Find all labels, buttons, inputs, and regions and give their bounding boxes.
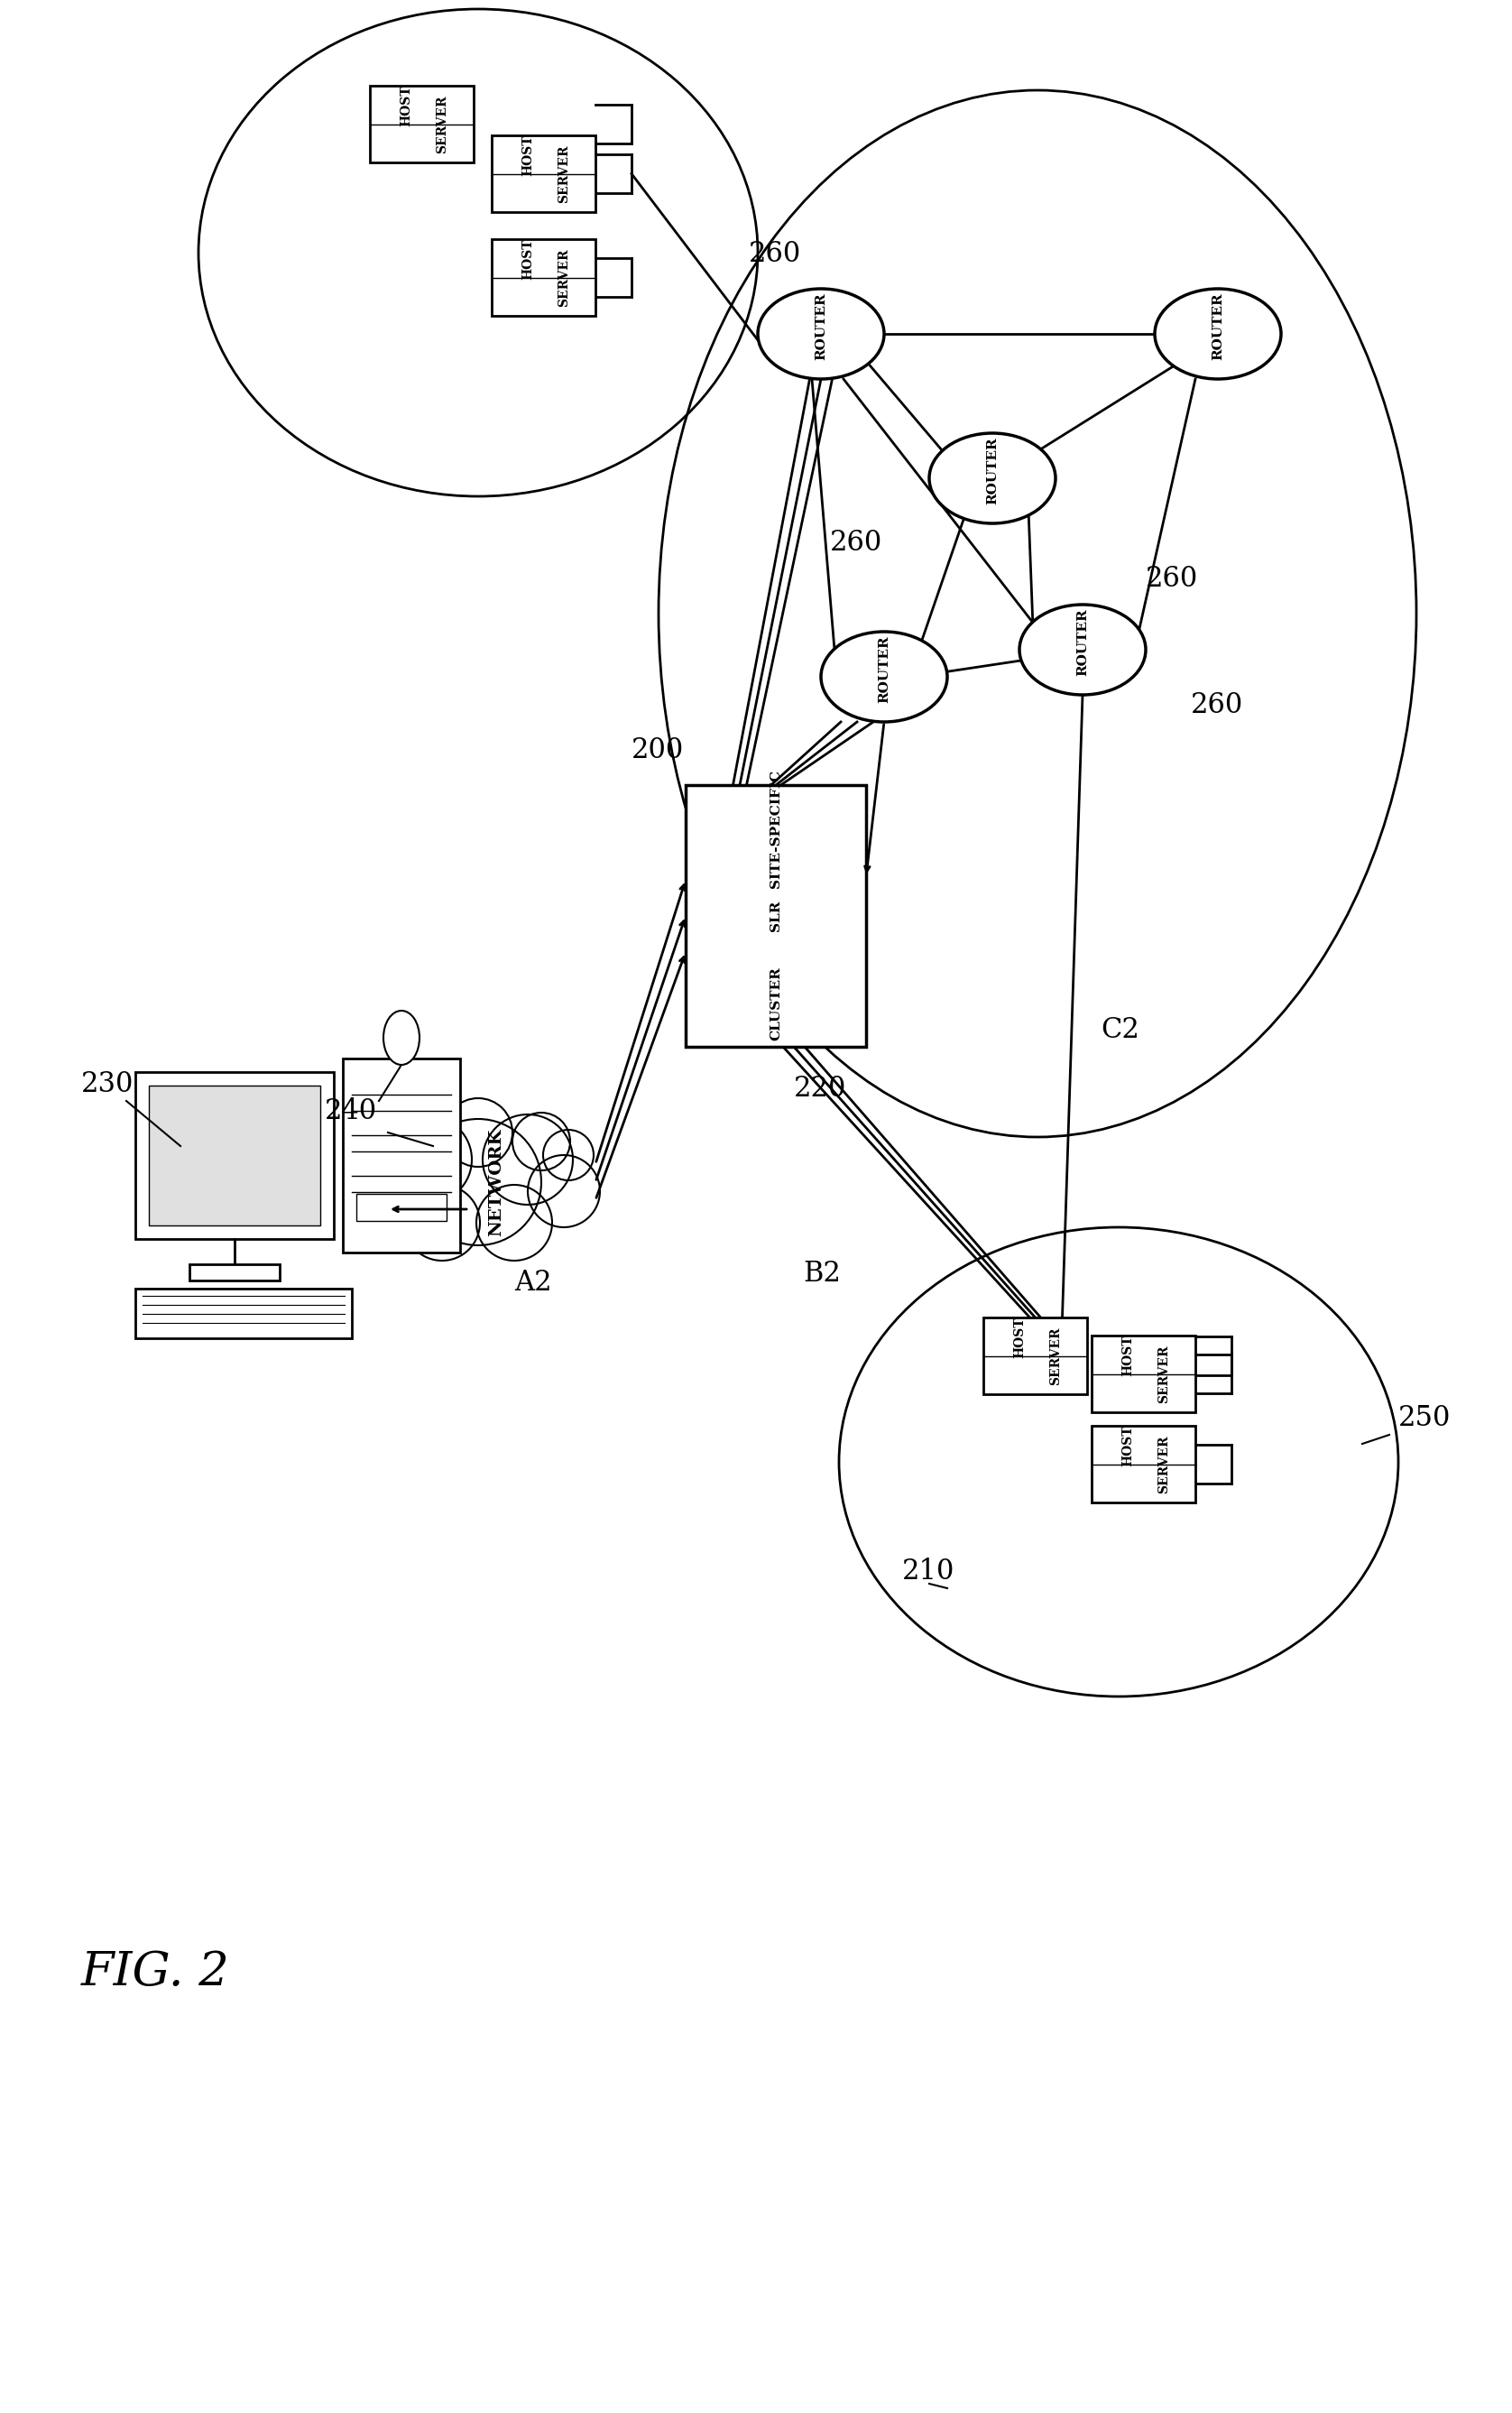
Text: 260: 260 — [748, 239, 801, 268]
Bar — [983, 1317, 1087, 1395]
Circle shape — [476, 1185, 552, 1260]
Text: A2: A2 — [514, 1269, 552, 1296]
Text: CLUSTER: CLUSTER — [770, 965, 782, 1040]
Bar — [135, 1071, 334, 1238]
Text: HOST: HOST — [522, 135, 534, 176]
Text: 210: 210 — [903, 1556, 954, 1585]
Circle shape — [361, 1151, 432, 1223]
Text: SERVER: SERVER — [435, 94, 449, 152]
Circle shape — [414, 1120, 541, 1245]
Text: SERVER: SERVER — [558, 249, 570, 306]
Bar — [491, 135, 596, 212]
Circle shape — [404, 1185, 479, 1260]
Text: FIG. 2: FIG. 2 — [82, 1950, 230, 1996]
Text: HOST: HOST — [522, 239, 534, 280]
Bar — [370, 87, 473, 162]
Ellipse shape — [1155, 290, 1281, 379]
Circle shape — [363, 1124, 413, 1175]
Bar — [189, 1264, 280, 1281]
Text: NETWORK: NETWORK — [488, 1129, 505, 1235]
Bar — [148, 1086, 321, 1226]
Text: 240: 240 — [325, 1098, 376, 1124]
Text: HOST: HOST — [1122, 1334, 1134, 1375]
Circle shape — [528, 1156, 600, 1228]
Text: ROUTER: ROUTER — [815, 292, 827, 360]
Text: ROUTER: ROUTER — [1077, 608, 1089, 676]
Ellipse shape — [758, 290, 885, 379]
Text: SERVER: SERVER — [1049, 1327, 1063, 1385]
Ellipse shape — [384, 1011, 419, 1064]
Text: 260: 260 — [1146, 565, 1199, 594]
Text: SERVER: SERVER — [1158, 1344, 1170, 1402]
Text: 230: 230 — [82, 1071, 135, 1098]
Text: 220: 220 — [794, 1074, 847, 1103]
Text: 260: 260 — [1191, 690, 1243, 719]
Bar — [685, 784, 866, 1047]
Text: 200: 200 — [632, 736, 683, 765]
Text: C2: C2 — [1101, 1016, 1140, 1045]
Text: 260: 260 — [830, 528, 883, 557]
Bar — [135, 1289, 352, 1339]
Bar — [1092, 1426, 1196, 1503]
Text: HOST: HOST — [1122, 1426, 1134, 1467]
Circle shape — [445, 1098, 513, 1168]
Text: HOST: HOST — [399, 84, 413, 125]
Circle shape — [390, 1108, 449, 1165]
Text: ROUTER: ROUTER — [1211, 292, 1225, 360]
Bar — [1092, 1334, 1196, 1412]
Circle shape — [386, 1117, 472, 1204]
Text: ROUTER: ROUTER — [878, 637, 891, 702]
Ellipse shape — [821, 632, 947, 721]
Text: 250: 250 — [1399, 1404, 1452, 1431]
Bar — [343, 1059, 460, 1252]
Circle shape — [543, 1129, 594, 1180]
Text: SITE-SPECIFIC: SITE-SPECIFIC — [770, 770, 782, 888]
Ellipse shape — [1019, 606, 1146, 695]
Bar — [357, 1194, 446, 1221]
Circle shape — [513, 1112, 570, 1170]
Text: SLR: SLR — [770, 900, 782, 931]
Bar — [491, 239, 596, 316]
Text: SERVER: SERVER — [558, 145, 570, 203]
Text: ROUTER: ROUTER — [986, 437, 999, 504]
Ellipse shape — [930, 434, 1055, 524]
Circle shape — [482, 1115, 573, 1204]
Text: SERVER: SERVER — [1158, 1436, 1170, 1494]
Text: HOST: HOST — [1013, 1317, 1027, 1359]
Text: B2: B2 — [803, 1260, 841, 1289]
